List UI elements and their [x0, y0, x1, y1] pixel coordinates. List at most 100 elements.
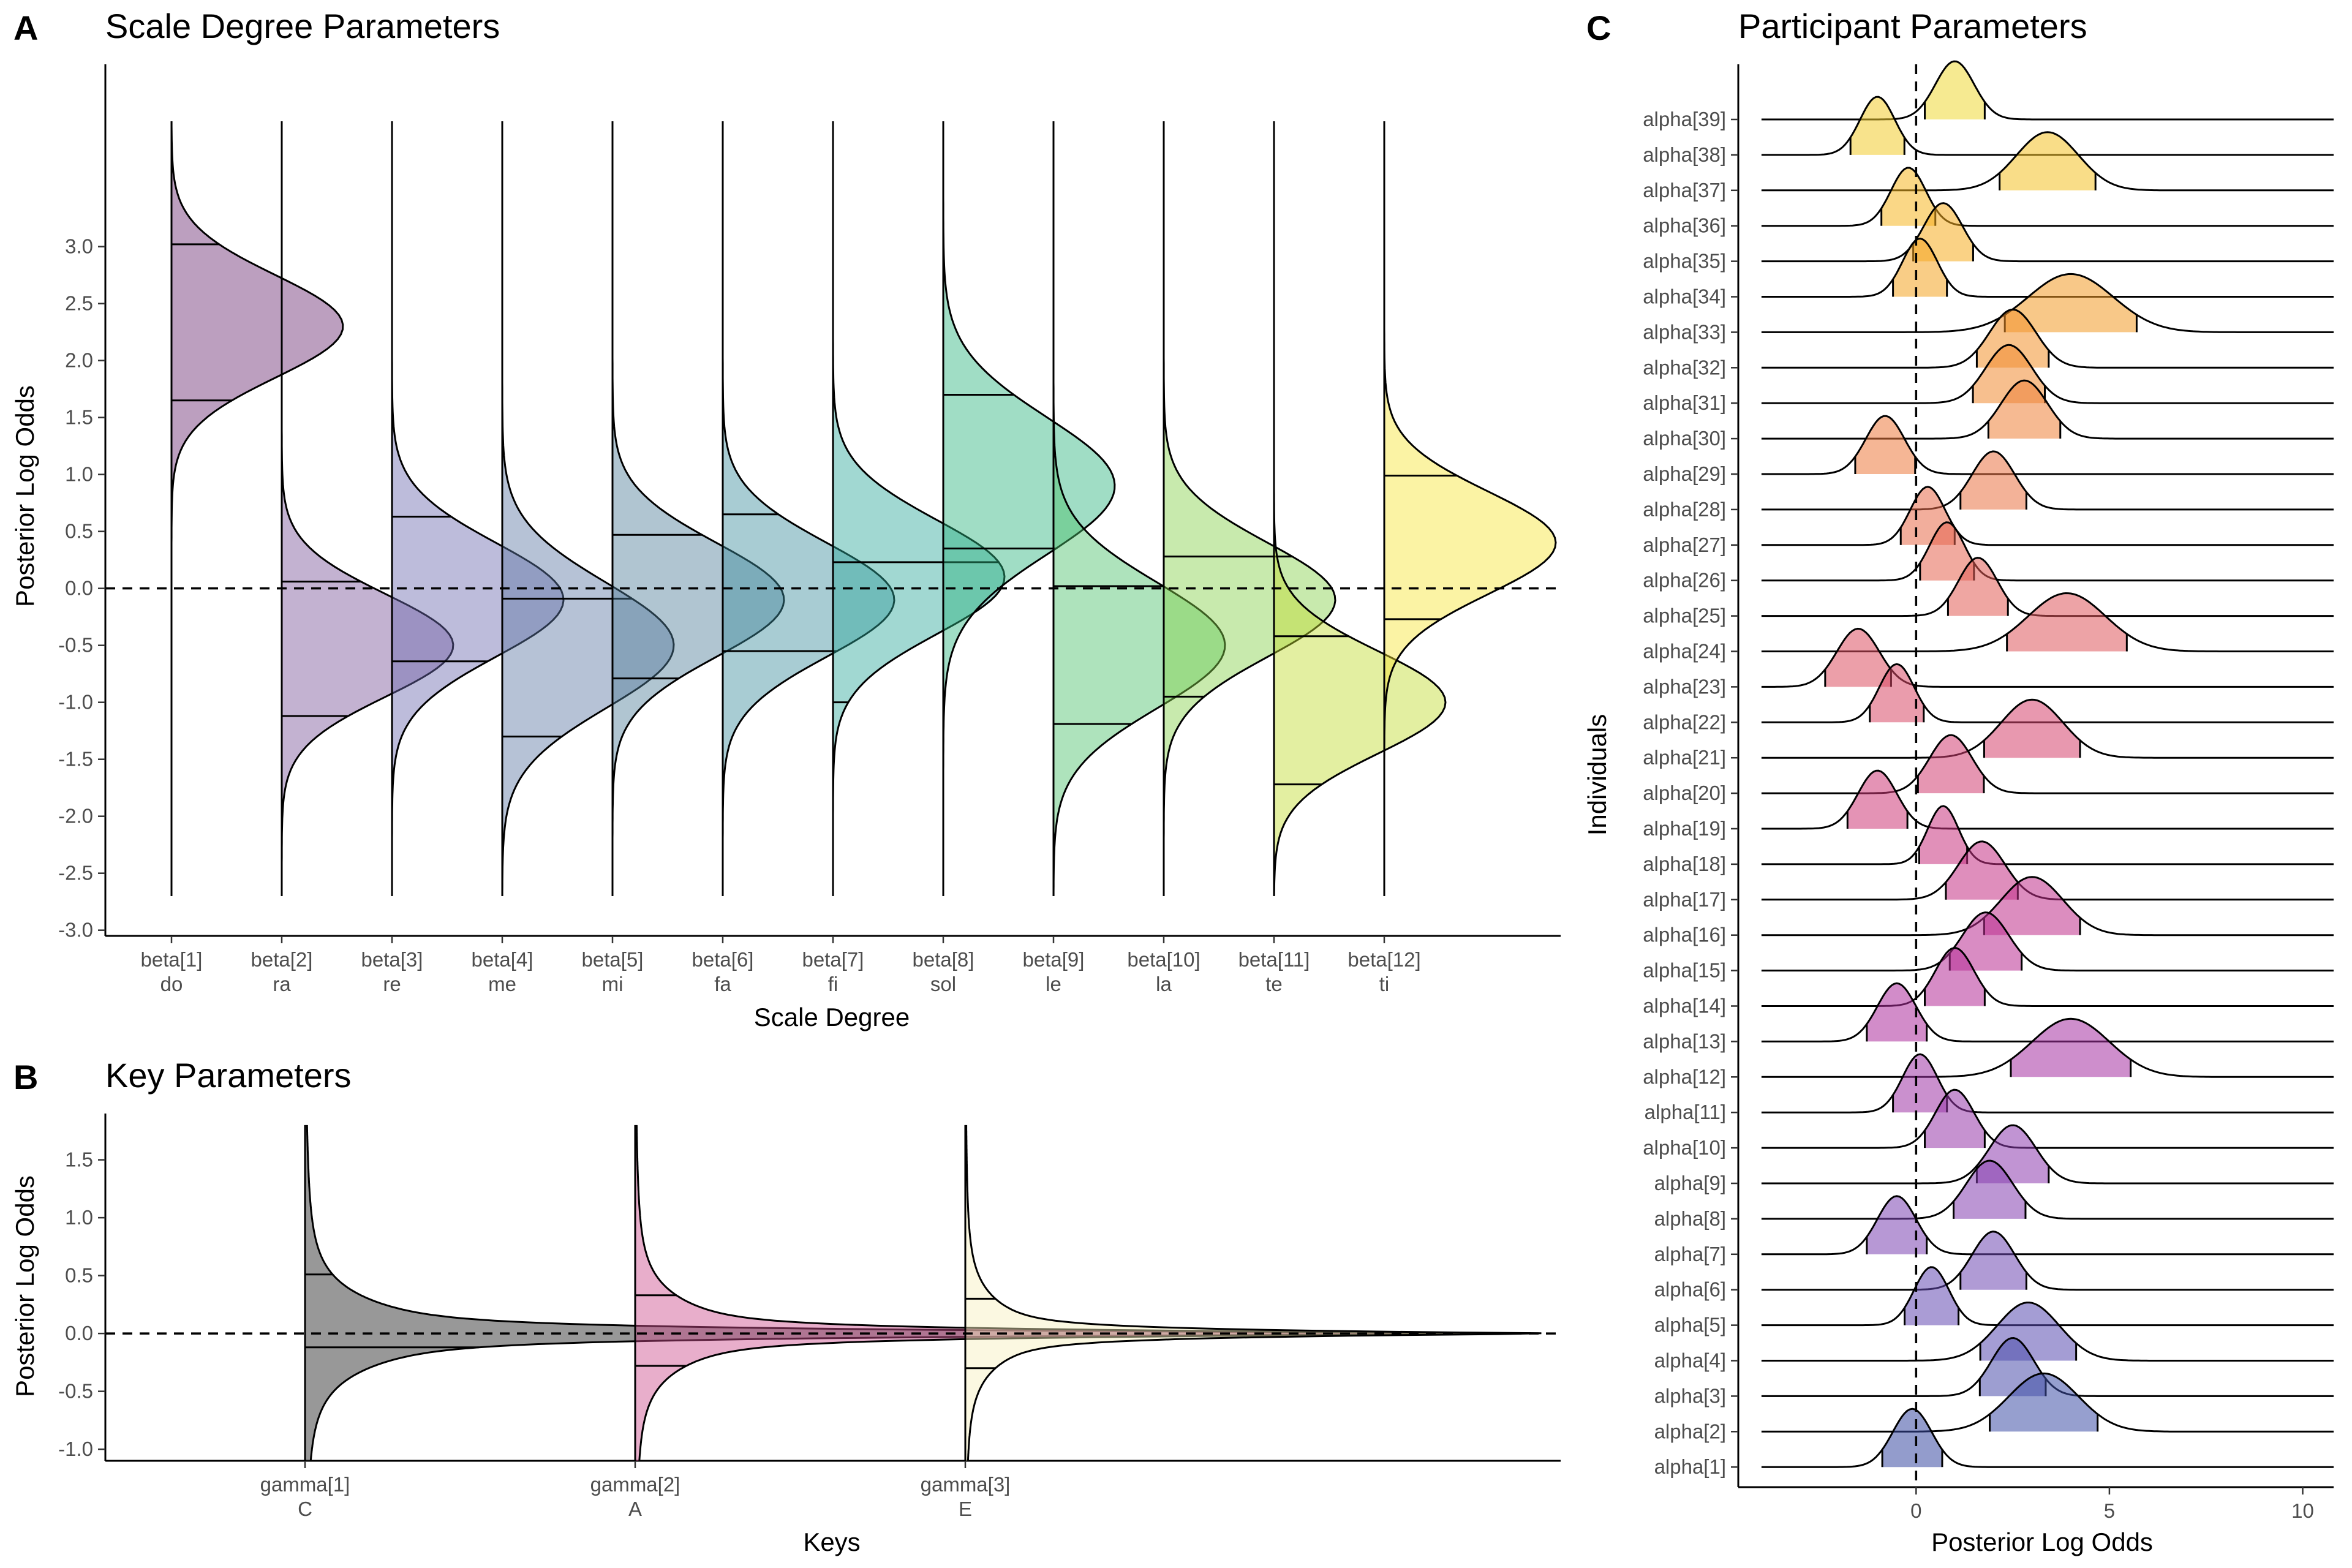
panel-c-ridge-fill-alpha[10]: [1924, 1090, 1985, 1148]
panel-c-ridge-fill-alpha[26]: [1920, 522, 1974, 581]
panel-a-x-tick-param: beta[10]: [1127, 948, 1200, 971]
panel-a-x-tick-param: beta[4]: [472, 948, 533, 971]
panel-c-ridge-outline-alpha[26]: [1761, 521, 2334, 582]
panel-a-x-tick-degree: me: [488, 973, 516, 995]
panel-b-x-tick-param: gamma[3]: [921, 1473, 1011, 1496]
panel-a-x-tick-degree: mi: [602, 973, 624, 995]
panel-a-y-tick-label: 2.5: [65, 292, 93, 315]
panel-a-x-tick-degree: ra: [273, 973, 291, 995]
panel-c-ridge-outline-alpha[35]: [1761, 202, 2334, 263]
panel-a-y-tick-label: 1.5: [65, 406, 93, 429]
panel-c-ridge-fill-alpha[18]: [1919, 805, 1967, 864]
panel-b-x-tick-param: gamma[1]: [260, 1473, 350, 1496]
panel-c-ridge-fill-alpha[11]: [1893, 1054, 1947, 1113]
panel-c-y-tick-label: alpha[4]: [1654, 1349, 1726, 1372]
panel-c-ridge-outline-alpha[33]: [1761, 273, 2334, 333]
panel-b-title: Key Parameters: [105, 1056, 352, 1095]
panel-a-title: Scale Degree Parameters: [105, 7, 500, 45]
panel-c-ridge-outline-alpha[6]: [1761, 1231, 2334, 1291]
panel-c-ridge-fill-alpha[5]: [1904, 1267, 1959, 1325]
panel-a-x-tick-degree: fa: [714, 973, 731, 995]
panel-c-ridge-fill-alpha[1]: [1882, 1409, 1942, 1468]
panel-b-x-tick-key: C: [298, 1498, 312, 1520]
panel-a-violin-fill-te: [1274, 121, 1446, 896]
panel-c-ridge-outline-alpha[7]: [1761, 1195, 2334, 1256]
panel-c-ridge-fill-alpha[32]: [1977, 309, 2049, 368]
panel-c: C Participant Parameters alpha[39] alpha[38…: [1583, 7, 2334, 1556]
panel-a-y-tick-label: -2.0: [58, 805, 93, 827]
panel-c-y-tick-label: alpha[13]: [1643, 1030, 1726, 1052]
panel-c-y-tick-label: alpha[10]: [1643, 1136, 1726, 1159]
panel-c-y-tick-label: alpha[11]: [1645, 1101, 1726, 1123]
panel-a-violin-fill-fa: [723, 121, 894, 896]
panel-c-y-tick-label: alpha[32]: [1643, 356, 1726, 379]
panel-a-y-tick-label: -2.5: [58, 862, 93, 884]
panel-a-x-tick-param: beta[5]: [582, 948, 644, 971]
panel-a-x-tick-param: beta[7]: [802, 948, 864, 971]
panel-c-ridge-outline-alpha[21]: [1761, 698, 2334, 759]
panel-a-letter: A: [13, 9, 38, 47]
panel-a-x-tick-param: beta[6]: [692, 948, 754, 971]
panel-a-x-tick-degree: ti: [1379, 973, 1390, 995]
panel-c-y-tick-label: alpha[12]: [1643, 1065, 1726, 1088]
panel-a-violin-fill-ra: [282, 121, 453, 896]
panel-c-y-tick-label: alpha[27]: [1643, 533, 1726, 556]
panel-c-ridge-outline-alpha[12]: [1761, 1017, 2334, 1078]
panel-c-y-tick-label: alpha[20]: [1643, 782, 1726, 804]
panel-c-y-tick-label: alpha[8]: [1654, 1207, 1726, 1230]
panel-c-y-tick-label: alpha[9]: [1654, 1172, 1726, 1194]
panel-c-y-tick-label: alpha[39]: [1643, 108, 1726, 130]
panel-c-ridge-outline-alpha[14]: [1761, 947, 2334, 1007]
panel-b-violin-outline-E: [965, 1125, 1542, 1461]
panel-c-ridge-fill-alpha[33]: [2005, 274, 2137, 333]
panel-c-letter: C: [1586, 9, 1611, 47]
panel-a-x-tick-param: beta[3]: [361, 948, 423, 971]
panel-c-ridge-fill-alpha[6]: [1960, 1231, 2027, 1290]
panel-c-x-tick-label: 10: [2291, 1499, 2314, 1522]
panel-c-ridge-fill-alpha[29]: [1855, 416, 1915, 474]
panel-b-x-tick-key: E: [959, 1498, 972, 1520]
panel-c-ridge-fill-alpha[13]: [1866, 983, 1927, 1042]
panel-c-ridge-fill-alpha[34]: [1893, 238, 1947, 297]
panel-c-ridge-fill-alpha[21]: [1984, 699, 2080, 758]
panel-c-ridge-outline-alpha[19]: [1761, 769, 2334, 830]
panel-a-y-tick-label: 2.0: [65, 349, 93, 372]
panel-c-y-tick-label: alpha[33]: [1643, 320, 1726, 343]
panel-c-y-tick-label: alpha[25]: [1643, 605, 1726, 627]
panel-c-y-tick-label: alpha[26]: [1643, 569, 1726, 592]
panel-b-y-tick-label: -1.0: [58, 1438, 93, 1460]
panel-c-ridge-fill-alpha[7]: [1866, 1196, 1927, 1254]
panel-c-y-tick-label: alpha[1]: [1654, 1455, 1726, 1478]
panel-c-ridge-outline-alpha[16]: [1761, 876, 2334, 937]
panel-c-y-tick-label: alpha[16]: [1643, 924, 1726, 946]
panel-a-x-tick-degree: le: [1046, 973, 1061, 995]
panel-a-y-axis-title: Posterior Log Odds: [10, 385, 39, 607]
panel-a-violin-fill-mi: [612, 121, 784, 896]
panel-c-y-tick-label: alpha[24]: [1643, 640, 1726, 663]
panel-c-ridge-fill-alpha[8]: [1953, 1160, 2026, 1219]
panel-b: B Key Parameters 1.5 1.0 0.5 0.0 -0.5 -1.0 gamma…: [10, 1056, 1561, 1556]
panel-b-violin-outline-C: [306, 1125, 1520, 1461]
panel-c-ridge-outline-alpha[11]: [1761, 1053, 2334, 1114]
panel-c-y-tick-label: alpha[22]: [1643, 710, 1726, 733]
panel-c-ridge-outline-alpha[20]: [1761, 734, 2334, 794]
panel-a-x-tick-degree: sol: [930, 973, 956, 995]
panel-c-y-tick-label: alpha[18]: [1643, 853, 1726, 875]
panel-c-y-tick-label: alpha[21]: [1643, 746, 1726, 769]
panel-c-ridge-outline-alpha[36]: [1761, 167, 2334, 227]
panel-c-y-tick-label: alpha[30]: [1643, 427, 1726, 450]
panel-c-ridge-fill-alpha[25]: [1948, 557, 2008, 616]
panel-a-x-tick-degree: re: [383, 973, 401, 995]
panel-c-y-tick-label: alpha[34]: [1643, 285, 1726, 308]
panel-b-x-tick-param: gamma[2]: [590, 1473, 680, 1496]
panel-c-y-tick-label: alpha[14]: [1643, 995, 1726, 1017]
panel-c-ridge-outline-alpha[39]: [1761, 60, 2334, 121]
panel-a-y-tick-label: 0.0: [65, 577, 93, 600]
panel-c-y-tick-label: alpha[31]: [1643, 391, 1726, 414]
panel-c-ridge-outline-alpha[4]: [1761, 1302, 2334, 1362]
panel-c-ridge-outline-alpha[1]: [1761, 1408, 2334, 1468]
panel-c-ridge-fill-alpha[22]: [1869, 664, 1924, 723]
panel-a-violin-fill-re: [392, 121, 564, 896]
panel-c-ridge-fill-alpha[19]: [1847, 771, 1908, 829]
panel-b-x-axis-title: Keys: [803, 1528, 860, 1556]
